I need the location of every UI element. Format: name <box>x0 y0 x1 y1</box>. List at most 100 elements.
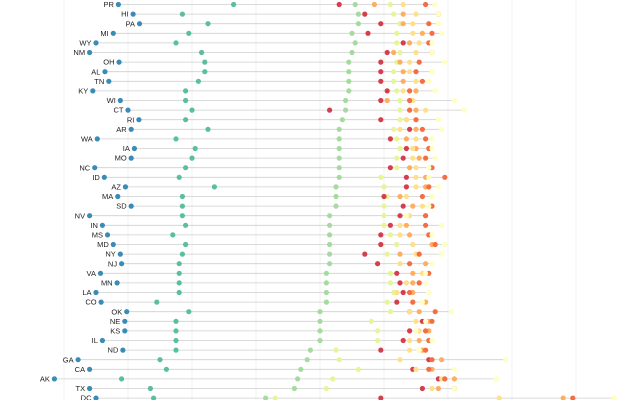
data-point <box>407 107 413 113</box>
data-point <box>192 145 198 152</box>
state-row-wy: WY <box>79 39 435 48</box>
state-row-wa: WA <box>81 135 435 144</box>
data-point <box>93 395 99 400</box>
state-label: NY <box>105 250 115 259</box>
state-label: WA <box>81 135 93 144</box>
state-row-ny: NY <box>105 250 445 259</box>
data-point <box>410 155 416 161</box>
data-point <box>378 174 384 180</box>
data-point <box>339 117 345 123</box>
data-point <box>397 251 403 257</box>
data-point <box>125 107 131 113</box>
data-point <box>426 203 432 209</box>
data-point <box>419 299 425 305</box>
data-point <box>426 184 432 190</box>
data-point <box>179 203 185 209</box>
data-point <box>426 21 432 27</box>
data-point <box>378 59 384 65</box>
data-point <box>202 69 208 75</box>
data-point <box>94 136 100 142</box>
state-row-mo: MO <box>115 154 438 163</box>
data-point <box>611 395 617 400</box>
data-point <box>381 203 387 209</box>
data-point <box>387 309 393 315</box>
data-point <box>400 40 406 46</box>
data-point <box>413 318 419 324</box>
state-row-ne: NE <box>110 317 435 326</box>
data-point <box>429 136 435 142</box>
data-point <box>117 251 123 257</box>
data-point <box>413 88 419 94</box>
data-point <box>231 1 237 8</box>
data-point <box>333 184 339 190</box>
state-row-wi: WI <box>107 96 457 105</box>
grid-lines <box>63 0 577 400</box>
state-label: MS <box>92 231 103 240</box>
data-point <box>426 289 432 296</box>
state-label: WI <box>107 96 116 105</box>
data-point <box>416 337 422 344</box>
state-row-ct: CT <box>114 106 467 115</box>
data-point <box>429 49 435 56</box>
data-point <box>400 1 406 8</box>
data-point <box>423 270 429 276</box>
data-point <box>435 11 441 17</box>
data-point <box>391 11 397 17</box>
data-point <box>362 11 368 17</box>
data-point <box>173 40 179 46</box>
data-point <box>173 136 179 142</box>
data-point <box>429 318 435 324</box>
data-point <box>384 251 390 257</box>
state-row-mi: MI <box>100 29 445 38</box>
data-point <box>429 145 435 152</box>
data-point <box>429 30 435 36</box>
state-row-sd: SD <box>116 202 435 211</box>
data-point <box>136 21 143 27</box>
data-point <box>195 78 201 84</box>
data-point <box>496 395 502 400</box>
state-row-hi: HI <box>121 10 441 19</box>
data-point <box>416 309 422 315</box>
data-point <box>407 59 413 65</box>
data-point <box>423 136 429 142</box>
data-point <box>442 376 448 382</box>
data-point <box>407 309 413 315</box>
data-point <box>397 357 403 363</box>
data-point <box>451 376 457 382</box>
data-point <box>378 241 384 248</box>
data-point <box>151 395 157 400</box>
data-point <box>400 88 406 94</box>
state-row-nj: NJ <box>108 259 435 268</box>
data-point <box>410 203 416 209</box>
data-point <box>104 232 111 238</box>
data-point <box>173 328 179 334</box>
data-point <box>128 203 134 209</box>
data-point <box>371 1 377 8</box>
data-point <box>343 97 349 104</box>
data-point <box>355 21 361 27</box>
data-point <box>115 1 121 8</box>
data-point <box>394 241 400 248</box>
data-point <box>176 261 182 267</box>
data-point <box>397 213 403 219</box>
data-point <box>570 395 576 400</box>
state-row-ia: IA <box>123 144 435 153</box>
data-point <box>343 107 349 113</box>
data-point <box>327 213 333 219</box>
data-point <box>397 117 403 123</box>
data-point <box>400 337 406 344</box>
data-point <box>381 213 387 219</box>
data-point <box>429 337 435 344</box>
data-point <box>429 40 435 46</box>
data-point <box>176 270 182 276</box>
data-point <box>87 385 93 392</box>
state-label: CA <box>75 365 85 374</box>
data-point <box>426 174 432 180</box>
state-label: TN <box>94 77 104 86</box>
data-point <box>423 107 429 113</box>
data-point <box>410 145 416 152</box>
data-point <box>336 1 342 8</box>
data-point <box>407 165 413 171</box>
